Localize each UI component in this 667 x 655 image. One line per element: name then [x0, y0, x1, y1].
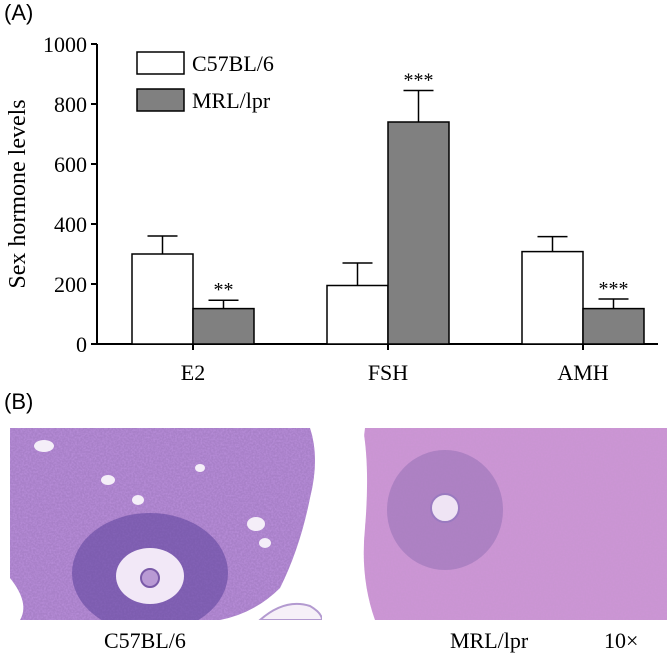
histology-image-c57bl6	[10, 428, 322, 620]
panel-b-label: (B)	[4, 389, 34, 414]
y-axis-label: Sex hormone levels	[5, 99, 31, 288]
magnification-label: 10×	[604, 628, 639, 653]
significance-marker: **	[214, 279, 234, 301]
legend-swatch-c57bl6	[136, 51, 185, 75]
significance-marker: ***	[599, 278, 629, 300]
y-tick-label: 400	[54, 212, 87, 237]
bar-c57bl6-e2	[131, 253, 194, 345]
legend-label-c57bl6: C57BL/6	[192, 51, 274, 76]
y-tick-label: 200	[54, 272, 87, 297]
bar-c57bl6-amh	[521, 250, 584, 345]
legend-swatch-mrllpr	[136, 88, 185, 112]
y-tick-label: 1000	[43, 32, 87, 57]
significance-marker: ***	[404, 70, 434, 92]
x-tick-label-e2: E2	[181, 360, 205, 385]
x-tick-label-amh: AMH	[557, 360, 608, 385]
bar-chart: 0 200 400 600 800 1000 Sex hormone levels E2 ** F…	[5, 32, 658, 385]
histology-image-mrllpr	[345, 428, 667, 620]
y-tick-label: 600	[54, 152, 87, 177]
y-tick-label: 800	[54, 92, 87, 117]
bar-mrllpr-fsh	[387, 121, 450, 345]
bar-mrllpr-e2	[192, 307, 255, 345]
y-tick-label: 0	[76, 332, 87, 357]
bar-mrllpr-amh	[582, 307, 645, 345]
x-tick-label-fsh: FSH	[368, 360, 408, 385]
caption-c57bl6: C57BL/6	[104, 628, 186, 653]
bar-c57bl6-fsh	[326, 284, 389, 345]
panel-a-label: (A)	[4, 0, 34, 25]
caption-mrllpr: MRL/lpr	[450, 628, 529, 653]
legend-label-mrllpr: MRL/lpr	[192, 88, 271, 113]
